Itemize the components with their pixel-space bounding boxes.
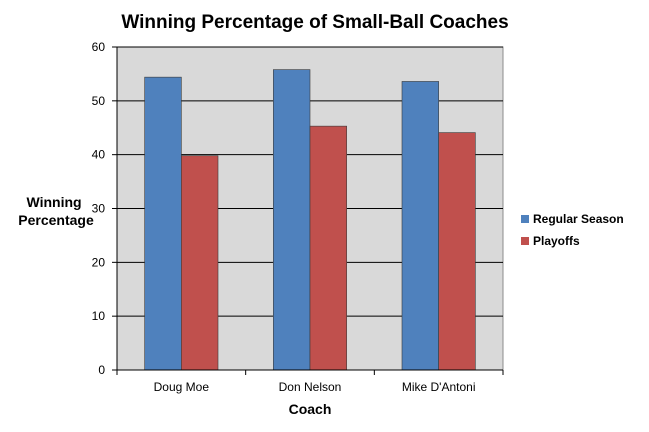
legend-swatch xyxy=(521,215,529,223)
y-tick-label: 50 xyxy=(92,94,106,108)
bar-playoffs xyxy=(438,132,476,371)
bar-regular-season xyxy=(273,69,311,371)
y-tick-label: 30 xyxy=(92,202,106,216)
x-axis-title: Coach xyxy=(289,401,332,417)
x-tick-label: Don Nelson xyxy=(279,380,342,394)
y-tick-label: 60 xyxy=(92,40,106,54)
bar-playoffs xyxy=(181,155,219,371)
y-tick-label: 10 xyxy=(92,309,106,323)
y-axis-title-line-2: Percentage xyxy=(18,212,94,228)
x-tick-labels: Doug Moe Don Nelson Mike D'Antoni xyxy=(154,380,476,394)
y-axis-title: Winning Percentage xyxy=(18,194,94,228)
y-axis-title-line-1: Winning xyxy=(27,194,82,210)
bars xyxy=(144,69,476,371)
legend-swatch xyxy=(521,237,529,245)
legend-label: Regular Season xyxy=(533,212,624,226)
y-tick-label: 0 xyxy=(98,363,105,377)
bar-regular-season xyxy=(401,81,439,371)
legend: Regular Season Playoffs xyxy=(521,212,624,248)
axes xyxy=(112,46,504,375)
y-tick-label: 20 xyxy=(92,255,106,269)
x-tick-label: Mike D'Antoni xyxy=(402,380,476,394)
legend-label: Playoffs xyxy=(533,234,580,248)
y-tick-label: 40 xyxy=(92,148,106,162)
bar-regular-season xyxy=(144,76,182,371)
chart-title: Winning Percentage of Small-Ball Coaches xyxy=(121,12,508,33)
x-tick-label: Doug Moe xyxy=(154,380,210,394)
bar-playoffs xyxy=(309,125,347,371)
y-tick-labels: 0 10 20 30 40 50 60 xyxy=(92,40,106,377)
